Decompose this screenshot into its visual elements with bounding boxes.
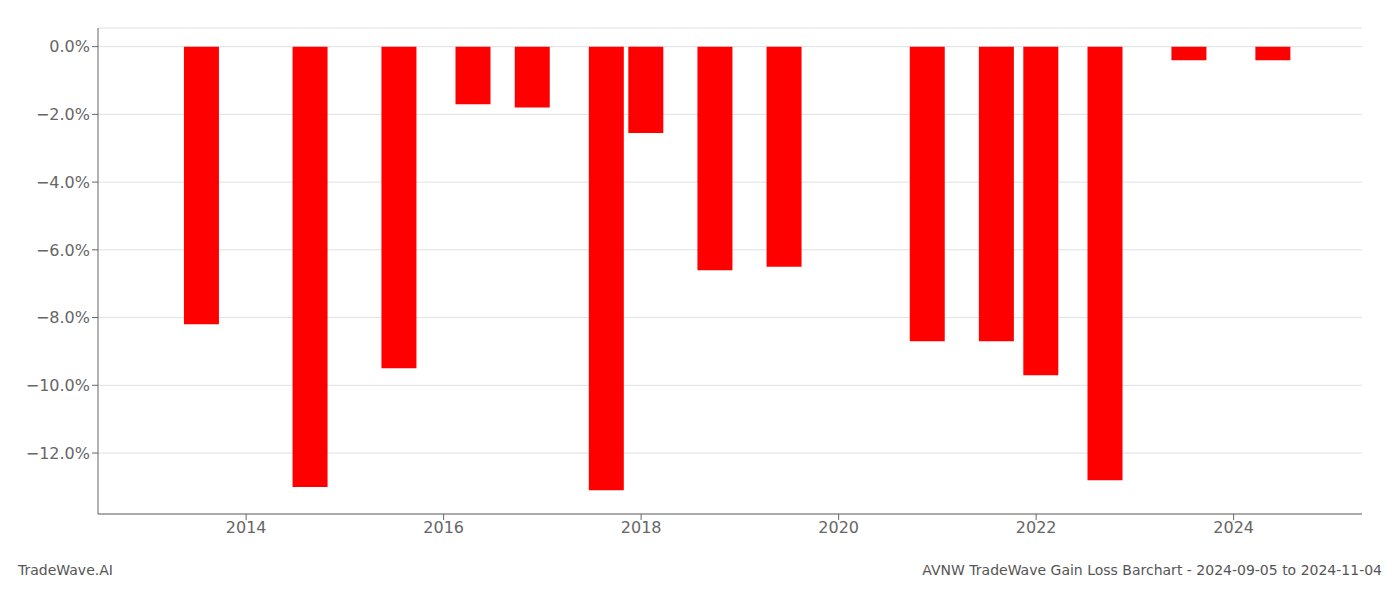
svg-text:2014: 2014 xyxy=(226,518,267,537)
svg-text:2018: 2018 xyxy=(621,518,662,537)
svg-text:2024: 2024 xyxy=(1213,518,1254,537)
html-text:AVNW TradeWave Gain Loss Barch: AVNW TradeWave Gain Loss Barchart - 2024… xyxy=(922,562,1382,578)
svg-text:−4.0%: −4.0% xyxy=(36,173,90,192)
html-text:TradeWave.AI: TradeWave.AI xyxy=(18,562,113,578)
svg-text:−8.0%: −8.0% xyxy=(36,308,90,327)
svg-text:−2.0%: −2.0% xyxy=(36,105,90,124)
svg-text:−6.0%: −6.0% xyxy=(36,241,90,260)
svg-text:2020: 2020 xyxy=(818,518,859,537)
svg-text:−12.0%: −12.0% xyxy=(26,444,90,463)
svg-text:−10.0%: −10.0% xyxy=(26,376,90,395)
svg-text:2022: 2022 xyxy=(1016,518,1057,537)
svg-text:0.0%: 0.0% xyxy=(49,37,90,56)
svg-text:2016: 2016 xyxy=(423,518,464,537)
